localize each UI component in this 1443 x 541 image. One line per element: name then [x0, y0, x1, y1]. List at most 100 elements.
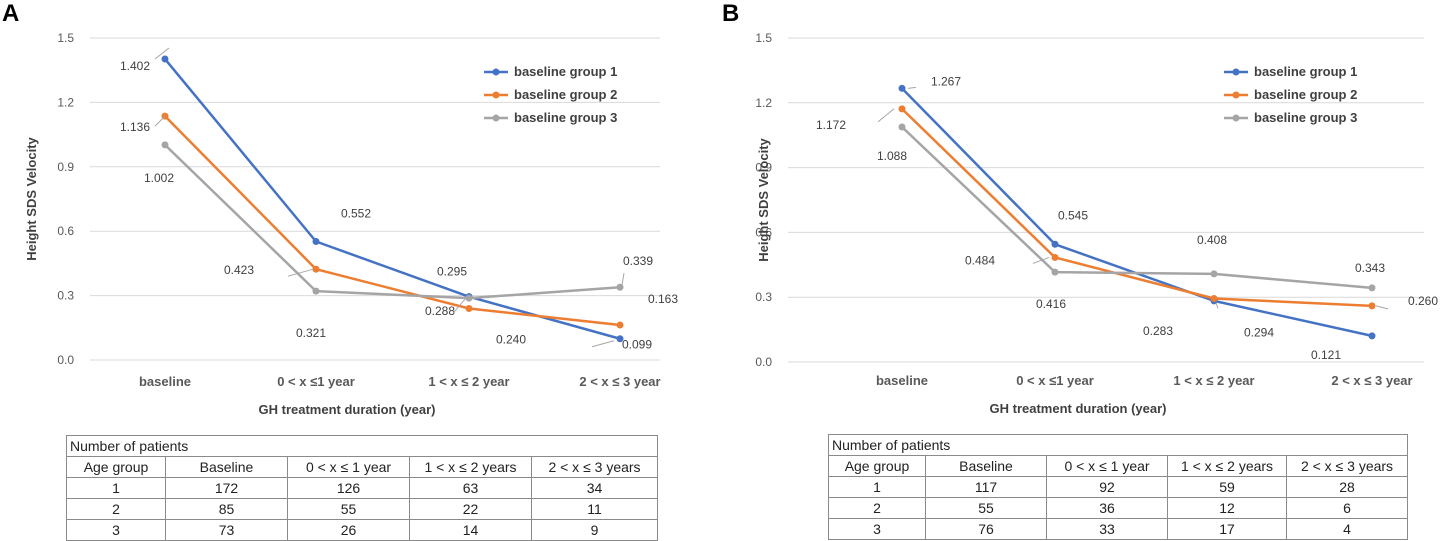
table-header-cell: Age group: [66, 456, 166, 478]
table-cell: 33: [1046, 518, 1168, 540]
table-cell: 85: [165, 498, 288, 520]
data-point: [312, 238, 320, 246]
label-leader: [287, 268, 314, 277]
series-line: [901, 87, 1373, 338]
table-header-row: Age group Baseline 0 < x ≤ 1 year 1 < x …: [66, 456, 658, 478]
table-cell: 2: [66, 498, 166, 520]
data-label: 0.121: [1311, 348, 1341, 362]
data-label: 0.343: [1355, 261, 1385, 275]
legend-item: baseline group 1: [484, 64, 617, 79]
data-label: 0.416: [1036, 297, 1066, 311]
x-tick-label: 1 < x ≤ 2 year: [428, 374, 509, 389]
data-label: 0.260: [1408, 294, 1438, 308]
data-label: 1.002: [144, 171, 174, 185]
x-tick-label: 0 < x ≤1 year: [277, 374, 355, 389]
table-cell: 36: [1046, 497, 1168, 519]
label-leader: [877, 108, 895, 123]
table-cell: 76: [925, 518, 1047, 540]
table-cell: 12: [1167, 497, 1287, 519]
data-point: [616, 335, 624, 343]
table-cell: 34: [531, 477, 658, 499]
table-cell: 55: [925, 497, 1047, 519]
chart-b: 0.0 0.3 0.6 0.9 1.2 1.5 baseline 0 < x ≤1 year 1…: [755, 31, 1438, 416]
data-label: 0.484: [965, 253, 995, 267]
table-header-cell: 2 < x ≤ 3 years: [1286, 455, 1408, 477]
data-point: [161, 141, 169, 149]
legend-item: baseline group 2: [1224, 87, 1357, 102]
series-line: [164, 144, 621, 300]
data-point: [1051, 240, 1059, 248]
x-tick-label: baseline: [139, 374, 191, 389]
legend-marker: [1232, 91, 1240, 99]
data-point: [898, 105, 906, 113]
y-tick-label: 0.6: [755, 225, 772, 239]
data-label: 0.163: [648, 292, 678, 306]
table-caption: Number of patients: [66, 435, 658, 457]
data-label: 0.295: [437, 265, 467, 279]
table-cell: 63: [409, 477, 532, 499]
data-point: [465, 304, 473, 312]
table-row: 2 55 36 12 6: [828, 497, 1408, 519]
table-cell: 1: [828, 476, 926, 498]
table-cell: 6: [1286, 497, 1408, 519]
legend-item: baseline group 2: [484, 87, 617, 102]
panel-letter: A: [2, 0, 20, 27]
table-header-cell: 1 < x ≤ 2 years: [409, 456, 532, 478]
label-leader: [1375, 305, 1389, 310]
table-cell: 17: [1167, 518, 1287, 540]
data-label: 0.321: [296, 326, 326, 340]
legend-marker: [492, 68, 500, 76]
y-tick-label: 1.5: [57, 31, 74, 45]
table-header-cell: 0 < x ≤ 1 year: [1046, 455, 1168, 477]
table-header-cell: 0 < x ≤ 1 year: [287, 456, 410, 478]
data-label: 0.423: [224, 263, 254, 277]
label-leader: [591, 340, 615, 348]
data-label: 1.136: [120, 120, 150, 134]
table-row: 3 73 26 14 9: [66, 519, 658, 541]
series-line: [901, 107, 1373, 308]
data-point: [1368, 284, 1376, 292]
data-point: [616, 321, 624, 329]
data-label: 0.545: [1058, 208, 1088, 222]
data-label: 0.294: [1244, 325, 1274, 339]
table-row: 1 172 126 63 34: [66, 477, 658, 499]
panel-b: B 0.0 0.3 0.6 0.9 1.2 1.5 baseline 0 < x ≤1 yea…: [722, 0, 1443, 540]
data-label: 0.283: [1143, 324, 1173, 338]
table-header-cell: Age group: [828, 455, 926, 477]
data-point: [1051, 268, 1059, 276]
table-cell: 59: [1167, 476, 1287, 498]
table-header-row: Age group Baseline 0 < x ≤ 1 year 1 < x …: [828, 455, 1408, 477]
legend-marker: [1232, 68, 1240, 76]
legend-marker: [1232, 114, 1240, 122]
y-axis-title: Height SDS Velocity: [24, 136, 39, 260]
label-leader: [154, 47, 170, 60]
legend-item: baseline group 3: [484, 110, 617, 125]
legend-label: baseline group 1: [1254, 64, 1357, 79]
table-cell: 9: [531, 519, 658, 541]
table-cell: 117: [925, 476, 1047, 498]
table-cell: 172: [165, 477, 288, 499]
table-header-cell: Baseline: [165, 456, 288, 478]
table-cell: 73: [165, 519, 288, 541]
x-tick-label: 2 < x ≤ 3 year: [579, 374, 660, 389]
label-leader: [154, 115, 166, 127]
legend-label: baseline group 1: [514, 64, 617, 79]
y-axis-title: Height SDS Velocity: [756, 137, 771, 261]
y-tick-label: 0.3: [755, 290, 772, 304]
legend-label: baseline group 2: [1254, 87, 1357, 102]
data-point: [616, 283, 624, 291]
legend-label: baseline group 3: [514, 110, 617, 125]
table-cell: 3: [66, 519, 166, 541]
gridlines: [90, 37, 660, 361]
data-point: [161, 55, 169, 63]
x-tick-label: baseline: [876, 373, 928, 388]
data-point: [465, 294, 473, 302]
table-cell: 11: [531, 498, 658, 520]
data-label: 1.172: [816, 118, 846, 132]
x-tick-label: 0 < x ≤1 year: [1016, 373, 1094, 388]
series-line: [164, 115, 621, 327]
legend-label: baseline group 3: [1254, 110, 1357, 125]
table-cell: 92: [1046, 476, 1168, 498]
table-header-cell: 1 < x ≤ 2 years: [1167, 455, 1287, 477]
table-cell: 22: [409, 498, 532, 520]
